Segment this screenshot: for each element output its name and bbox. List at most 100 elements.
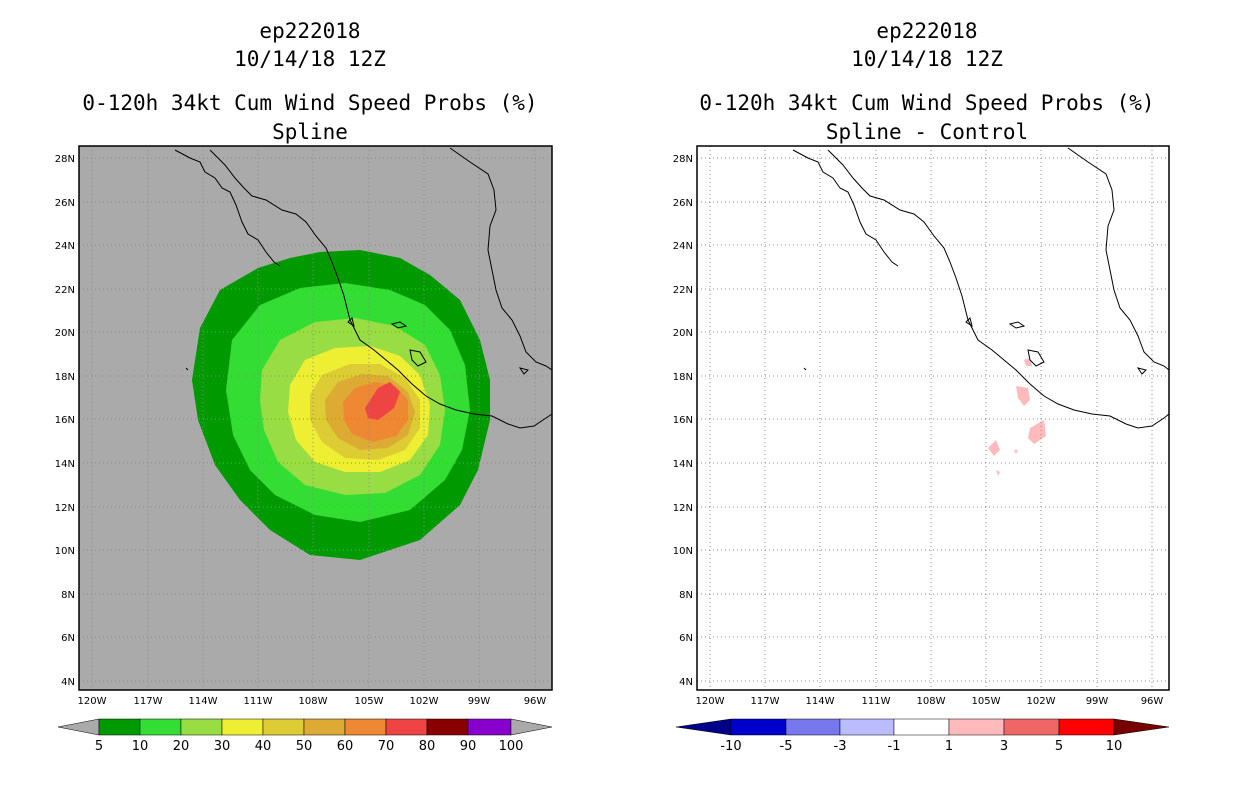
- lat-tick-label: 22N: [673, 285, 693, 296]
- colorbar-swatch: [344, 718, 387, 736]
- right-lat-ticks: 28N 26N 24N 22N 20N 18N 16N 14N 12N 10N …: [673, 154, 693, 688]
- lat-tick-label: 28N: [673, 154, 693, 165]
- colorbar-label: 50: [296, 739, 313, 754]
- lon-tick-label: 108W: [917, 696, 946, 707]
- left-lon-ticks: 120W 117W 114W 111W 108W 105W 102W 99W 9…: [78, 696, 547, 707]
- left-title-storm: ep222018: [259, 19, 360, 43]
- colorbar-swatch: [1003, 718, 1060, 736]
- coastline-icon: [174, 147, 553, 429]
- lat-tick-label: 26N: [673, 198, 693, 209]
- lon-tick-label: 111W: [244, 696, 273, 707]
- colorbar-swatch: [303, 718, 346, 736]
- colorbar-swatch: [730, 718, 787, 736]
- colorbar-swatch: [785, 718, 841, 736]
- lon-tick-label: 96W: [1141, 696, 1164, 707]
- colorbar-end-left: [57, 718, 100, 736]
- colorbar-label: 20: [173, 739, 190, 754]
- right-coastline-icon: [792, 147, 1170, 429]
- diff-1-3-area: [1016, 386, 1030, 406]
- lat-tick-label: 6N: [61, 633, 75, 644]
- right-lon-ticks: 120W 117W 114W 111W 108W 105W 102W 99W 9…: [696, 696, 1164, 707]
- lat-tick-label: 24N: [673, 241, 693, 252]
- lon-tick-label: 102W: [410, 696, 439, 707]
- colorbar-swatch: [180, 718, 223, 736]
- right-map-frame: [696, 145, 1170, 691]
- lat-tick-label: 12N: [673, 503, 693, 514]
- lon-tick-label: 102W: [1027, 696, 1056, 707]
- lat-tick-label: 14N: [673, 459, 693, 470]
- colorbar-label: 3: [1000, 739, 1008, 754]
- colorbar-swatch: [839, 718, 895, 736]
- colorbar-swatch: [467, 718, 512, 736]
- left-map-frame: [78, 145, 553, 691]
- lon-tick-label: 99W: [1086, 696, 1109, 707]
- lat-tick-label: 18N: [673, 372, 693, 383]
- right-title-storm: ep222018: [876, 19, 977, 43]
- colorbar-label: 5: [95, 739, 103, 754]
- colorbar-swatch: [385, 718, 428, 736]
- colorbar-swatch: [893, 718, 950, 736]
- lon-tick-label: 111W: [862, 696, 891, 707]
- colorbar-swatch: [262, 718, 305, 736]
- left-title-method: Spline: [272, 120, 348, 144]
- colorbar-label: -1: [888, 739, 901, 754]
- colorbar-swatch: [139, 718, 182, 736]
- diff-1-3-area: [996, 470, 1000, 476]
- colorbar-swatch: [426, 718, 469, 736]
- colorbar-swatch: [1058, 718, 1115, 736]
- colorbar-label: 70: [378, 739, 395, 754]
- right-title-method: Spline - Control: [826, 120, 1028, 144]
- lat-tick-label: 18N: [55, 372, 75, 383]
- lon-tick-label: 105W: [972, 696, 1001, 707]
- colorbar-label: 30: [214, 739, 231, 754]
- right-title-date: 10/14/18 12Z: [851, 47, 1003, 71]
- lat-tick-label: 4N: [61, 677, 75, 688]
- lat-tick-label: 10N: [673, 546, 693, 557]
- colorbar-label: 60: [337, 739, 354, 754]
- colorbar-label: 80: [419, 739, 436, 754]
- colorbar-swatch: [98, 718, 141, 736]
- left-title-product: 0-120h 34kt Cum Wind Speed Probs (%): [82, 91, 537, 115]
- colorbar-end-right: [1113, 718, 1170, 736]
- colorbar-label: 10: [132, 739, 149, 754]
- lat-tick-label: 6N: [679, 633, 693, 644]
- colorbar-label: 40: [255, 739, 272, 754]
- lat-tick-label: 8N: [679, 590, 693, 601]
- lon-tick-label: 117W: [751, 696, 780, 707]
- lat-tick-label: 20N: [55, 328, 75, 339]
- gridline-icon: [697, 146, 1169, 690]
- lat-tick-label: 24N: [55, 241, 75, 252]
- colorbar-end-right: [510, 718, 553, 736]
- left-probability-field: [192, 250, 490, 560]
- lat-tick-label: 10N: [55, 546, 75, 557]
- colorbar-swatch: [221, 718, 264, 736]
- lon-tick-label: 105W: [355, 696, 384, 707]
- lon-tick-label: 96W: [524, 696, 547, 707]
- panel-left: ep222018 10/14/18 12Z 0-120h 34kt Cum Wi…: [55, 19, 553, 754]
- lat-tick-label: 28N: [55, 154, 75, 165]
- left-gridlines: [79, 146, 552, 690]
- left-lat-ticks: 28N 26N 24N 22N 20N 18N 16N 14N 12N 10N …: [55, 154, 75, 688]
- diff-1-3-area: [988, 440, 1000, 456]
- lat-tick-label: 20N: [673, 328, 693, 339]
- colorbar-label: 100: [499, 739, 524, 754]
- lat-tick-label: 4N: [679, 677, 693, 688]
- lon-tick-label: 108W: [299, 696, 328, 707]
- panel-right: ep222018 10/14/18 12Z 0-120h 34kt Cum Wi…: [673, 19, 1170, 754]
- lon-tick-label: 114W: [806, 696, 835, 707]
- left-colorbar: 5 10 20 30 40 50 60 70 80 90 100: [57, 718, 553, 754]
- lon-tick-label: 120W: [78, 696, 107, 707]
- lat-tick-label: 22N: [55, 285, 75, 296]
- right-colorbar: -10 -5 -3 -1 1 3 5 10: [675, 718, 1170, 754]
- lat-tick-label: 16N: [673, 415, 693, 426]
- lon-tick-label: 99W: [468, 696, 491, 707]
- prob-70-contour: [365, 382, 400, 420]
- colorbar-label: -10: [720, 739, 741, 754]
- lat-tick-label: 8N: [61, 590, 75, 601]
- lon-tick-label: 114W: [189, 696, 218, 707]
- colorbar-swatch: [948, 718, 1005, 736]
- right-title-product: 0-120h 34kt Cum Wind Speed Probs (%): [699, 91, 1154, 115]
- lat-tick-label: 12N: [55, 503, 75, 514]
- lat-tick-label: 14N: [55, 459, 75, 470]
- colorbar-label: -5: [780, 739, 793, 754]
